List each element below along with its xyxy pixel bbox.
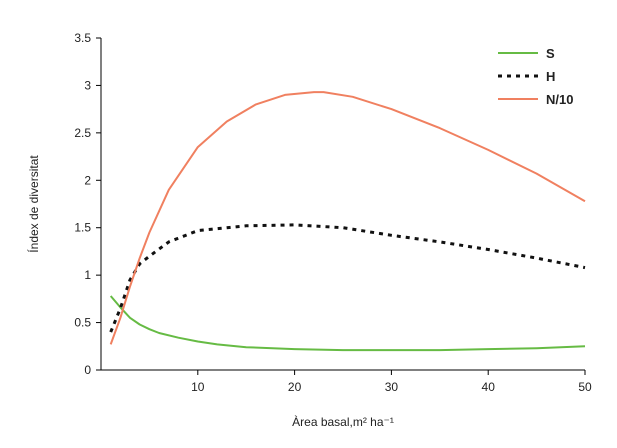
x-tick-label: 50 (578, 380, 592, 394)
chart-frame: 0 0.5 1 1.5 2 2.5 3 3.5 10 20 30 40 50 S H N/10 Índex … (10, 10, 607, 438)
series-line-s (109, 295, 586, 352)
x-tick-label: 30 (385, 380, 399, 394)
x-axis-label: Àrea basal,m² ha⁻¹ (292, 414, 394, 429)
y-axis-label: Índex de diversitat (26, 155, 41, 253)
legend-label: H (546, 69, 555, 84)
x-tick-label: 40 (482, 380, 496, 394)
y-tick-label: 1 (84, 268, 91, 282)
y-tick-label: 1.5 (74, 221, 91, 235)
x-tick-label: 10 (191, 380, 205, 394)
y-tick-label: 3 (84, 78, 91, 92)
series-line-h (109, 223, 586, 333)
y-tick-label: 2 (84, 173, 91, 187)
y-tick-label: 0.5 (74, 316, 91, 330)
x-tick-label: 20 (288, 380, 302, 394)
y-tick-label: 2.5 (74, 126, 91, 140)
y-tick-label: 0 (84, 363, 91, 377)
legend-label: N/10 (546, 92, 573, 107)
y-tick-label: 3.5 (74, 31, 91, 45)
series-line-n10 (109, 91, 586, 345)
diversity-chart: 0 0.5 1 1.5 2 2.5 3 3.5 10 20 30 40 50 SH N/10 Índex … (26, 31, 592, 429)
legend-label: S (546, 46, 555, 61)
